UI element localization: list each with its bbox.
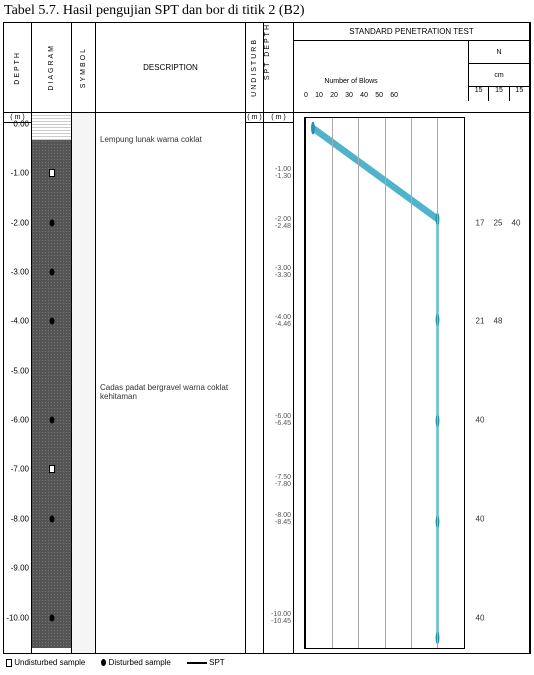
x-tick: 30 bbox=[345, 92, 353, 99]
hdr-description: DESCRIPTION bbox=[96, 23, 246, 112]
axis-n-col: N cm 15 15 15 bbox=[469, 41, 529, 101]
spt-depth-pair: -6.00-6.45 bbox=[275, 413, 291, 427]
legend-spt: SPT bbox=[187, 658, 225, 667]
depth-tick: -3.00 bbox=[11, 267, 29, 276]
table-caption: Tabel 5.7. Hasil pengujian SPT dan bor d… bbox=[0, 0, 534, 22]
grid-line bbox=[385, 118, 386, 648]
depth-tick: 0.00 bbox=[13, 119, 29, 128]
spt-depth-pair: -4.00-4.46 bbox=[275, 314, 291, 328]
symbol-col bbox=[72, 113, 96, 653]
sample-marker bbox=[49, 614, 54, 621]
spt-depth-pair: -3.00-3.30 bbox=[275, 265, 291, 279]
lithology-description: Cadas padat bergravel warna coklat kehit… bbox=[100, 383, 243, 401]
spt-depth-col: ( m ) -1.00-1.30 -2.00-2.48 -3.00-3.30 -4.0… bbox=[264, 113, 294, 653]
hdr-symbol: SYMBOL bbox=[72, 23, 96, 112]
hdr-chart: STANDARD PENETRATION TEST Number of Blow… bbox=[294, 23, 530, 112]
depth-scale-col: ( m ) 0.00-1.00-2.00-3.00-4.00-5.00-6.00… bbox=[4, 113, 32, 653]
spt-depth-pair: -8.00-8.45 bbox=[275, 512, 291, 526]
sample-marker bbox=[49, 465, 55, 473]
depth-tick: -10.00 bbox=[6, 613, 29, 622]
grid-line bbox=[464, 118, 465, 648]
grid-line bbox=[332, 118, 333, 648]
axis-chart-area: Number of Blows 0 10 20 30 40 50 60 bbox=[294, 41, 469, 101]
sample-marker bbox=[49, 515, 54, 522]
x-tick: 0 bbox=[304, 92, 308, 99]
n-value-row: 2148 bbox=[471, 317, 525, 326]
x-tick: 50 bbox=[375, 92, 383, 99]
axis-row: Number of Blows 0 10 20 30 40 50 60 N cm 15 15… bbox=[294, 41, 529, 101]
depth-tick: -1.00 bbox=[11, 169, 29, 178]
spt-depth-pair: -2.00-2.48 bbox=[275, 216, 291, 230]
chart-col: 172540 2148 40 40 40 bbox=[294, 113, 530, 653]
hdr-diagram: DIAGRAM bbox=[32, 23, 72, 112]
grid-line bbox=[305, 118, 306, 648]
n-value-row: 172540 bbox=[471, 218, 525, 227]
chart-area bbox=[304, 117, 465, 649]
n-value-row: 40 bbox=[471, 514, 525, 523]
sample-marker bbox=[49, 268, 54, 275]
m-unit-3: ( m ) bbox=[264, 113, 293, 123]
depth-tick: -9.00 bbox=[11, 564, 29, 573]
runs-col: ( m ) bbox=[246, 113, 264, 653]
log-sheet: DEPTH DIAGRAM SYMBOL DESCRIPTION UNDISTU… bbox=[3, 22, 531, 654]
x-tick: 10 bbox=[315, 92, 323, 99]
cm-label: cm bbox=[469, 64, 529, 87]
header-row: DEPTH DIAGRAM SYMBOL DESCRIPTION UNDISTU… bbox=[4, 23, 530, 113]
sub-15-row: 15 15 15 bbox=[469, 87, 529, 101]
lithology-description: Lempung lunak warna coklat bbox=[100, 135, 243, 144]
hdr-spt-depth: SPT DEPTH bbox=[264, 23, 294, 112]
grid-line bbox=[411, 118, 412, 648]
lithology-band bbox=[32, 113, 71, 140]
n-values-col: 172540 2148 40 40 40 bbox=[469, 113, 529, 653]
blows-label: Number of Blows bbox=[294, 78, 408, 85]
legend-dist: Disturbed sample bbox=[101, 658, 170, 667]
lithology-band bbox=[32, 140, 71, 648]
depth-tick: -8.00 bbox=[11, 514, 29, 523]
m-unit-2: ( m ) bbox=[246, 113, 263, 123]
spt-point bbox=[311, 122, 315, 135]
spt-depth-pair: -7.50-7.80 bbox=[275, 474, 291, 488]
sample-marker bbox=[49, 417, 54, 424]
grid-line bbox=[358, 118, 359, 648]
depth-tick: -6.00 bbox=[11, 416, 29, 425]
n-value-row: 40 bbox=[471, 613, 525, 622]
spt-depth-pair: -10.00-10.45 bbox=[271, 611, 291, 625]
depth-tick: -2.00 bbox=[11, 218, 29, 227]
sample-marker bbox=[49, 169, 55, 177]
x-tick: 20 bbox=[330, 92, 338, 99]
spt-title: STANDARD PENETRATION TEST bbox=[294, 23, 529, 41]
description-col: Lempung lunak warna coklat Cadas padat be… bbox=[96, 113, 246, 653]
grid-line bbox=[437, 118, 438, 648]
n-label: N bbox=[469, 41, 529, 64]
x-ticks: 0 10 20 30 40 50 60 bbox=[304, 92, 398, 99]
spt-depth-pair: -1.00-1.30 bbox=[275, 166, 291, 180]
hdr-runs: UNDISTURB bbox=[246, 23, 264, 112]
depth-tick: -7.00 bbox=[11, 465, 29, 474]
n-value-row: 40 bbox=[471, 416, 525, 425]
sample-marker bbox=[49, 219, 54, 226]
depth-tick: -5.00 bbox=[11, 366, 29, 375]
depth-tick: -4.00 bbox=[11, 317, 29, 326]
legend-undist: Undisturbed sample bbox=[6, 658, 85, 667]
x-tick: 60 bbox=[390, 92, 398, 99]
legend-row: Undisturbed sample Disturbed sample SPT bbox=[0, 654, 534, 671]
sample-marker bbox=[49, 318, 54, 325]
x-tick: 40 bbox=[360, 92, 368, 99]
hdr-depth: DEPTH bbox=[4, 23, 32, 112]
diagram-col bbox=[32, 113, 72, 653]
body-row: ( m ) 0.00 -1.00 -2.00 -3.00 -4.00 -5.00 -6.00… bbox=[4, 113, 530, 653]
